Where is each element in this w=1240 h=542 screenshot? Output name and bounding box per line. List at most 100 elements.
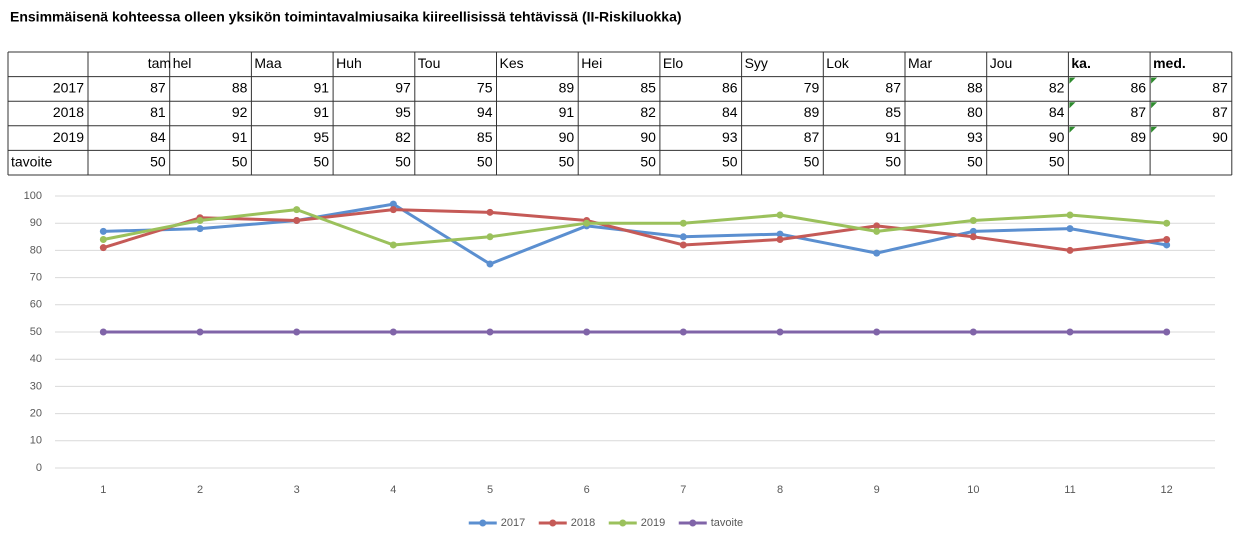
cell: 88 (232, 80, 248, 96)
cell: 75 (477, 80, 493, 96)
column-header: Mar (908, 55, 932, 71)
cell: 50 (804, 153, 820, 169)
cell: 97 (395, 80, 411, 96)
cell: 50 (395, 153, 411, 169)
cell: 95 (314, 129, 330, 145)
table: tam hel Maa Huh Tou Kes Hei Elo Syy Lok Mar Jou ka. m… (7, 51, 1233, 176)
cell: 86 (1131, 80, 1147, 96)
cell: 50 (640, 153, 656, 169)
cell: 91 (559, 104, 575, 120)
data-point (1066, 328, 1074, 336)
data-point (389, 328, 397, 336)
data-point (486, 208, 494, 216)
y-tick-label: 100 (24, 190, 42, 202)
data-point (1163, 236, 1171, 244)
y-tick-label: 70 (30, 272, 42, 284)
data-point (679, 233, 687, 241)
data-point (196, 225, 204, 233)
note-marker (1151, 102, 1158, 109)
column-header: Huh (336, 55, 362, 71)
cell: 85 (640, 80, 656, 96)
x-tick-label: 6 (584, 484, 590, 496)
legend-marker (619, 519, 627, 527)
cell: 95 (395, 104, 411, 120)
data-point (389, 206, 397, 214)
y-tick-label: 80 (30, 244, 42, 256)
title: Ensimmäisenä kohteessa olleen yksikön to… (10, 9, 682, 25)
cell: 87 (885, 80, 901, 96)
note-marker (1069, 77, 1076, 84)
cell: 79 (804, 80, 820, 96)
x-tick-label: 7 (680, 484, 686, 496)
data-point (293, 328, 301, 336)
x-tick-label: 5 (487, 484, 493, 496)
row-label: 2017 (53, 80, 84, 96)
cell: 91 (232, 129, 248, 145)
data-point (776, 328, 784, 336)
y-tick-label: 30 (30, 380, 42, 392)
data-point (196, 216, 204, 224)
column-header: Jou (990, 55, 1013, 71)
cell: 91 (314, 104, 330, 120)
cell: 90 (1049, 129, 1065, 145)
cell: 82 (395, 129, 411, 145)
data-point (1163, 328, 1171, 336)
cell: 50 (722, 153, 738, 169)
x-tick-label: 3 (294, 484, 300, 496)
cell: 93 (967, 129, 983, 145)
cell: 50 (150, 153, 166, 169)
data-point (1163, 241, 1171, 249)
series-line (103, 208, 1167, 247)
cell: 88 (967, 80, 983, 96)
series-line (102, 208, 1167, 252)
cell: 91 (314, 80, 330, 96)
note-marker (1069, 126, 1076, 133)
data-point (293, 216, 301, 224)
cell: 85 (885, 104, 901, 120)
cell: 50 (1049, 153, 1065, 169)
data-point (486, 260, 494, 268)
x-tick-label: 2 (197, 484, 203, 496)
data-point (389, 241, 397, 249)
data-point (679, 328, 687, 336)
cell: 50 (314, 153, 330, 169)
data-point (196, 328, 204, 336)
note-marker (1151, 77, 1158, 84)
legend-marker (549, 519, 557, 527)
data-point (1066, 211, 1074, 219)
data-point (679, 219, 687, 227)
data-point (293, 206, 301, 214)
cell: 80 (967, 104, 983, 120)
cell: 90 (640, 129, 656, 145)
data-point (486, 328, 494, 336)
cell: 87 (804, 129, 820, 145)
data-point (873, 249, 881, 257)
data-point (969, 328, 977, 336)
x-tick-label: 12 (1161, 484, 1173, 496)
cell: 89 (559, 80, 575, 96)
data-point (486, 233, 494, 241)
data-point (969, 233, 977, 241)
cell: 94 (477, 104, 493, 120)
legend-label: 2019 (641, 517, 665, 529)
data-point (99, 227, 107, 235)
column-header: Lok (826, 55, 850, 71)
legend-label: tavoite (711, 517, 743, 529)
data-point (873, 222, 881, 230)
data-point (776, 236, 784, 244)
data-point (99, 236, 107, 244)
cell: 87 (1212, 80, 1228, 96)
cell: 84 (722, 104, 738, 120)
row-label: 2018 (53, 104, 84, 120)
column-header: Hei (581, 55, 602, 71)
data-point (873, 328, 881, 336)
cell: 85 (477, 129, 493, 145)
cell: 91 (885, 129, 901, 145)
column-header: ka. (1071, 55, 1090, 71)
x-tick-label: 10 (967, 484, 979, 496)
data-point (776, 230, 784, 238)
column-header: Tou (418, 55, 441, 71)
